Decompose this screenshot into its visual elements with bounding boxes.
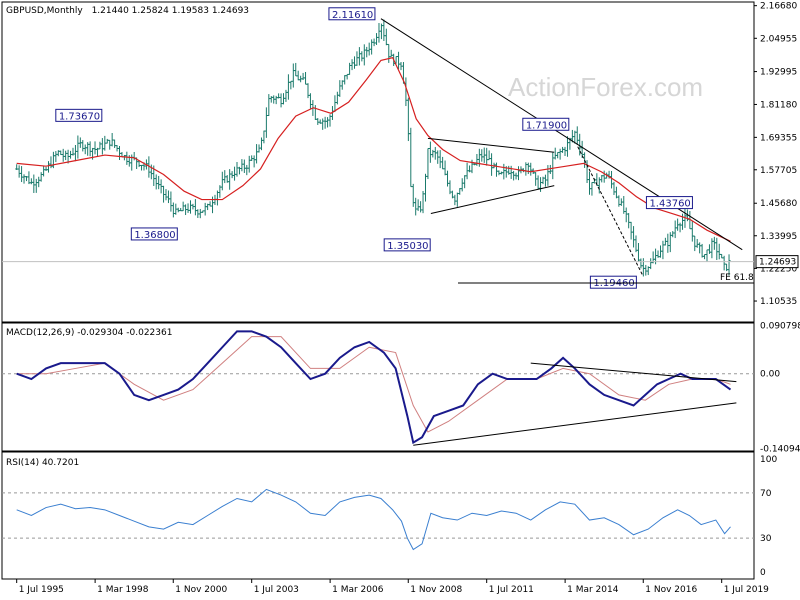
price-annotation-box <box>645 196 693 210</box>
macd-pane-title: MACD(12,26,9) -0.029304 -0.022361 <box>6 328 172 338</box>
rsi-line <box>16 488 731 551</box>
x-tick-label: 1 Jul 2003 <box>254 585 299 595</box>
last-price-tag <box>755 255 799 269</box>
macd-pane-frame <box>1 322 755 452</box>
x-tick-label: 1 Jul 2019 <box>724 585 769 595</box>
axis-layer: 2.16680 2.04955 1.92995 1.81180 1.69355 1.577… <box>16 2 800 595</box>
price-trendline <box>427 137 555 153</box>
y-tick-label: 1.22250 <box>760 264 797 274</box>
price-annotation-label: 1.36800 <box>134 230 175 241</box>
fe-level-label: FE 61.8 <box>720 273 754 283</box>
rsi-y-tick-label: 0 <box>760 568 766 578</box>
macd-trendline <box>413 402 737 446</box>
y-tick-label: 2.04955 <box>760 34 797 44</box>
macd-layer <box>2 330 754 446</box>
price-trendline <box>430 185 555 214</box>
price-layer <box>15 19 731 277</box>
x-tick-label: 1 Nov 2008 <box>410 585 462 595</box>
x-tick-label: 1 Mar 2014 <box>567 585 619 595</box>
x-tick-label: 1 Jul 2011 <box>489 585 534 595</box>
rsi-y-tick-label: 30 <box>760 534 772 544</box>
price-annotation-box <box>130 227 178 241</box>
price-annotation-box <box>383 238 431 252</box>
macd-y-tick-label: 0.090798 <box>760 322 800 332</box>
last-price-label: 1.24693 <box>759 258 796 268</box>
y-tick-label: 1.69355 <box>760 133 797 143</box>
y-tick-label: 2.16680 <box>760 2 797 12</box>
x-tick-label: 1 Jul 1995 <box>19 585 64 595</box>
macd-y-tick-label: 0.00 <box>760 370 780 380</box>
trendline-layer <box>380 18 743 275</box>
rsi-pane-frame <box>1 451 755 580</box>
price-annotation-label: 1.73670 <box>59 111 100 122</box>
price-annotation-label: 2.11610 <box>332 10 373 21</box>
main-pane-title: GBPUSD,Monthly 1.21440 1.25824 1.19583 1… <box>6 6 249 16</box>
x-tick-label: 1 Nov 2016 <box>645 585 697 595</box>
y-tick-label: 1.45680 <box>760 199 797 209</box>
price-trendline <box>577 146 643 275</box>
y-tick-label: 1.10535 <box>760 297 797 307</box>
rsi-y-tick-label: 100 <box>760 455 777 465</box>
macd-line <box>16 330 732 445</box>
rsi-pane-title: RSI(14) 40.7201 <box>6 458 79 468</box>
x-tick-label: 1 Mar 1998 <box>97 585 149 595</box>
y-tick-label: 1.33995 <box>760 232 797 242</box>
price-annotation-label: 1.35030 <box>387 241 428 252</box>
moving-average-layer <box>16 56 731 242</box>
x-tick-label: 1 Nov 2000 <box>175 585 227 595</box>
macd-trendline <box>530 362 737 383</box>
annotation-layer: 2.11610 1.73670 1.36800 1.35030 1.71900 1.437… <box>55 7 693 289</box>
price-trendline <box>380 18 743 251</box>
price-annotation-box <box>522 117 570 131</box>
price-annotation-label: 1.19460 <box>593 278 634 289</box>
price-annotation-label: 1.71900 <box>526 120 567 131</box>
rsi-layer <box>2 488 754 551</box>
y-tick-label: 1.81180 <box>760 100 797 110</box>
macd-y-tick-label: -0.14094 <box>760 444 800 454</box>
x-tick-label: 1 Mar 2006 <box>332 585 384 595</box>
price-annotation-box <box>589 275 637 289</box>
rsi-y-tick-label: 70 <box>760 489 772 499</box>
price-annotation-label: 1.43760 <box>649 199 690 210</box>
y-tick-label: 1.92995 <box>760 68 797 78</box>
price-annotation-box <box>55 108 103 122</box>
price-annotation-box <box>328 7 376 21</box>
main-pane-frame <box>1 1 755 323</box>
macd-signal-line <box>16 336 731 433</box>
y-tick-label: 1.57705 <box>760 166 797 176</box>
moving-average-line <box>16 56 731 242</box>
watermark: ActionForex.com <box>508 72 703 102</box>
